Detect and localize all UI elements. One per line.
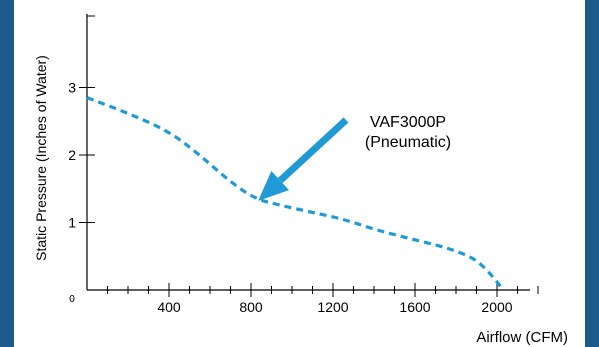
- x-tick-label: 1200: [317, 299, 348, 315]
- axis-tick-labels: 400 800 1200 1600 2000 1 2 3: [68, 80, 513, 316]
- annotation-arrow-shaft: [277, 117, 349, 184]
- annotation-label: VAF3000P: [370, 114, 446, 131]
- left-accent-band: [0, 0, 14, 347]
- annotation-label: (Pneumatic): [365, 134, 451, 151]
- x-tick-label: 1600: [399, 299, 430, 315]
- x-tick-label: 800: [239, 299, 263, 315]
- annotation-arrow-head: [258, 170, 289, 201]
- x-tick-label: 400: [157, 299, 181, 315]
- series-layer: [86, 96, 505, 291]
- series-line: [86, 96, 505, 291]
- y-axis-title: Static Pressure (Inches of Water): [33, 55, 49, 261]
- x-tick-label: 2000: [481, 299, 512, 315]
- y-tick-label: 2: [68, 147, 76, 163]
- axis-ticks: [79, 15, 539, 297]
- annotation-layer: VAF3000P (Pneumatic): [258, 114, 451, 201]
- right-accent-band: [585, 0, 599, 347]
- origin-label: 0: [69, 294, 75, 305]
- y-tick-label: 1: [68, 215, 76, 231]
- x-axis-title: Airflow (CFM): [476, 329, 568, 346]
- y-tick-label: 3: [68, 80, 76, 96]
